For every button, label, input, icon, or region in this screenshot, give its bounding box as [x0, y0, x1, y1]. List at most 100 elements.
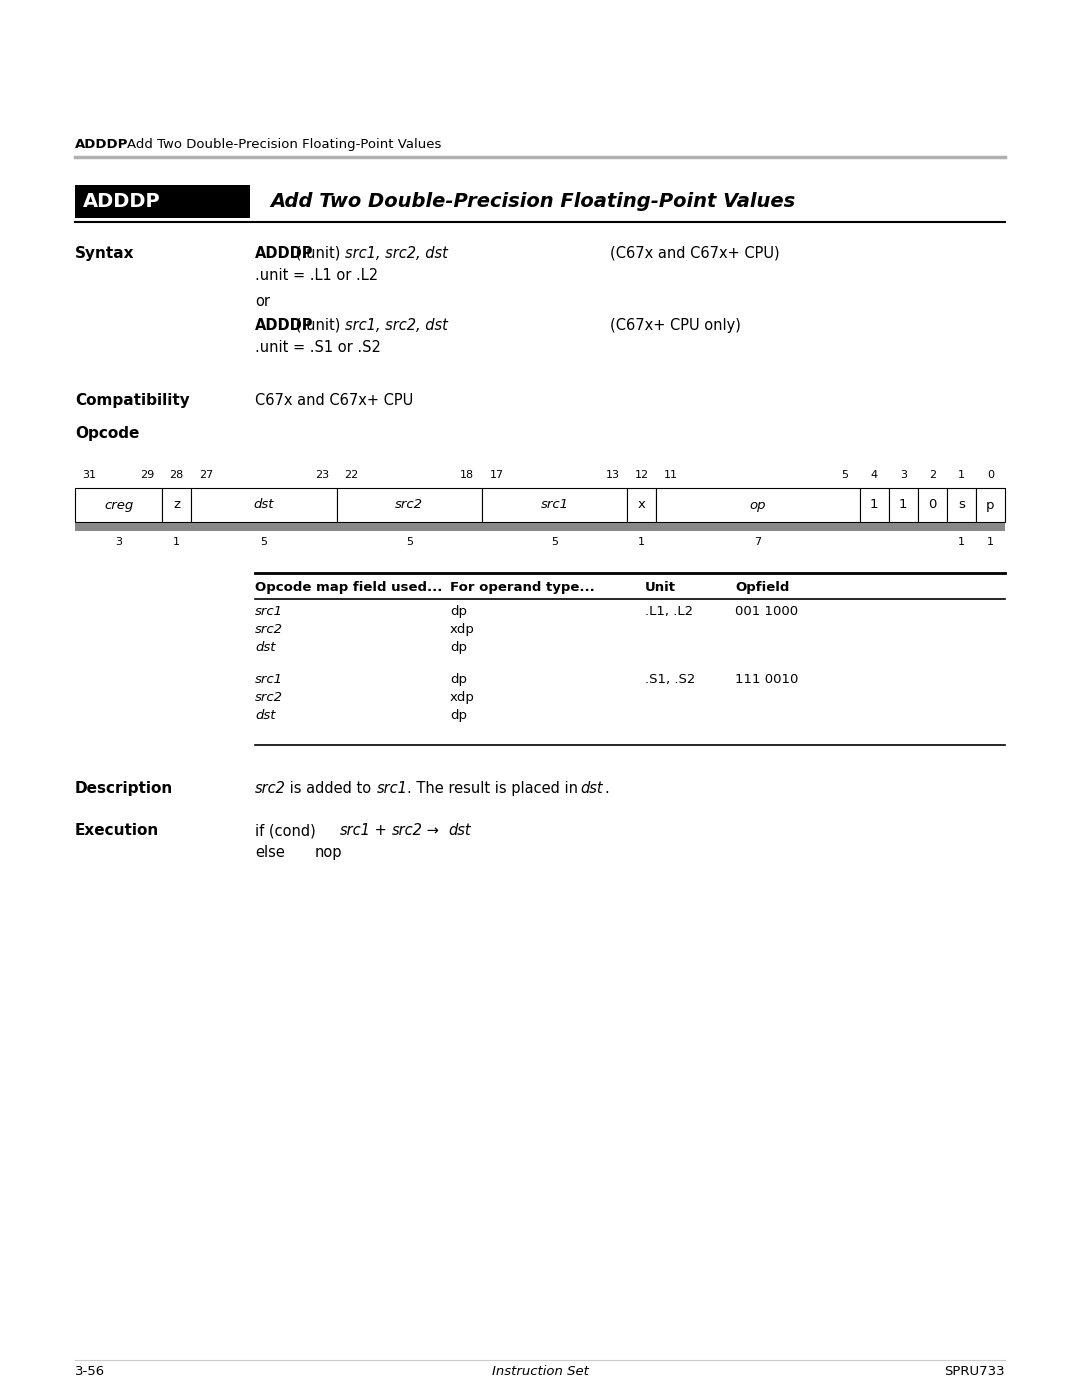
Text: src1: src1 [377, 781, 408, 796]
Text: src2: src2 [392, 823, 423, 838]
Text: Syntax: Syntax [75, 246, 135, 261]
Text: 13: 13 [606, 469, 620, 481]
Text: dp: dp [450, 710, 467, 722]
Text: src1: src1 [540, 499, 568, 511]
Text: ADDDP: ADDDP [255, 319, 313, 332]
Text: src1: src1 [255, 605, 283, 617]
Text: (.unit): (.unit) [291, 319, 345, 332]
Text: Description: Description [75, 781, 173, 796]
Text: else: else [255, 845, 285, 861]
Text: 22: 22 [343, 469, 359, 481]
Bar [918, 488, 947, 522]
Bar [75, 522, 1005, 531]
Text: 1: 1 [173, 536, 180, 548]
Text: (.unit): (.unit) [291, 246, 345, 261]
Text: 18: 18 [460, 469, 474, 481]
Text: Execution: Execution [75, 823, 159, 838]
Text: (C67x and C67x+ CPU): (C67x and C67x+ CPU) [610, 246, 780, 261]
Text: src2: src2 [255, 692, 283, 704]
Text: xdp: xdp [450, 692, 475, 704]
Text: 5: 5 [406, 536, 413, 548]
Text: Opfield: Opfield [735, 581, 789, 594]
Text: op: op [750, 499, 766, 511]
Text: 5: 5 [551, 536, 558, 548]
Text: 7: 7 [755, 536, 761, 548]
Text: Add Two Double-Precision Floating-Point Values: Add Two Double-Precision Floating-Point … [127, 138, 442, 151]
Text: .S1, .S2: .S1, .S2 [645, 673, 696, 686]
Text: 1: 1 [987, 536, 994, 548]
Text: 111 0010: 111 0010 [735, 673, 798, 686]
Text: 17: 17 [489, 469, 503, 481]
Text: 2: 2 [929, 469, 936, 481]
Text: 1: 1 [958, 536, 964, 548]
Text: .unit = .S1 or .S2: .unit = .S1 or .S2 [255, 339, 381, 355]
Text: 3: 3 [900, 469, 907, 481]
Text: x: x [638, 499, 646, 511]
Text: src1: src1 [255, 673, 283, 686]
Text: is added to: is added to [285, 781, 376, 796]
Text: xdp: xdp [450, 623, 475, 636]
Bar [191, 488, 337, 522]
Text: (C67x+ CPU only): (C67x+ CPU only) [610, 319, 741, 332]
Bar [947, 488, 976, 522]
Text: src2: src2 [255, 623, 283, 636]
Text: 11: 11 [664, 469, 678, 481]
Text: dp: dp [450, 605, 467, 617]
Text: SPRU733: SPRU733 [944, 1365, 1005, 1377]
Text: src1, src2, dst: src1, src2, dst [345, 246, 448, 261]
Text: Opcode map field used...: Opcode map field used... [255, 581, 443, 594]
Text: dp: dp [450, 641, 467, 654]
Text: 1: 1 [958, 469, 964, 481]
Text: 12: 12 [635, 469, 649, 481]
Text: dst: dst [254, 499, 274, 511]
Text: src1: src1 [340, 823, 370, 838]
Text: if (cond): if (cond) [255, 823, 315, 838]
Text: s: s [958, 499, 964, 511]
Text: 1: 1 [638, 536, 645, 548]
Bar [75, 488, 162, 522]
Text: or: or [255, 293, 270, 309]
Text: 001 1000: 001 1000 [735, 605, 798, 617]
Text: 1: 1 [899, 499, 907, 511]
Text: z: z [173, 499, 180, 511]
Bar [976, 488, 1005, 522]
Text: 3: 3 [116, 536, 122, 548]
Text: C67x and C67x+ CPU: C67x and C67x+ CPU [255, 393, 414, 408]
Text: 4: 4 [870, 469, 878, 481]
Bar [889, 488, 918, 522]
Text: src2: src2 [395, 499, 423, 511]
Text: 27: 27 [199, 469, 213, 481]
Text: . The result is placed in: . The result is placed in [407, 781, 582, 796]
Bar [627, 488, 657, 522]
Text: 28: 28 [170, 469, 184, 481]
Bar [75, 184, 249, 218]
Text: 0: 0 [987, 469, 994, 481]
Text: dst: dst [255, 710, 275, 722]
Text: Opcode: Opcode [75, 426, 139, 441]
Text: dst: dst [448, 823, 471, 838]
Bar [860, 488, 889, 522]
Text: 23: 23 [315, 469, 329, 481]
Bar [337, 488, 482, 522]
Text: Instruction Set: Instruction Set [491, 1365, 589, 1377]
Text: Add Two Double-Precision Floating-Point Values: Add Two Double-Precision Floating-Point … [270, 191, 795, 211]
Text: src1, src2, dst: src1, src2, dst [345, 319, 448, 332]
Text: .unit = .L1 or .L2: .unit = .L1 or .L2 [255, 268, 378, 284]
Text: ADDDP: ADDDP [255, 246, 313, 261]
Text: 5: 5 [841, 469, 849, 481]
Bar [482, 488, 627, 522]
Text: dst: dst [580, 781, 603, 796]
Text: dst: dst [255, 641, 275, 654]
Text: For operand type...: For operand type... [450, 581, 595, 594]
Bar [657, 488, 860, 522]
Text: 5: 5 [260, 536, 268, 548]
Text: .L1, .L2: .L1, .L2 [645, 605, 693, 617]
Text: ADDDP: ADDDP [75, 138, 129, 151]
Text: 3-56: 3-56 [75, 1365, 105, 1377]
Text: p: p [986, 499, 995, 511]
Text: Compatibility: Compatibility [75, 393, 190, 408]
Text: 29: 29 [140, 469, 154, 481]
Text: dp: dp [450, 673, 467, 686]
Text: creg: creg [104, 499, 133, 511]
Text: 1: 1 [870, 499, 878, 511]
